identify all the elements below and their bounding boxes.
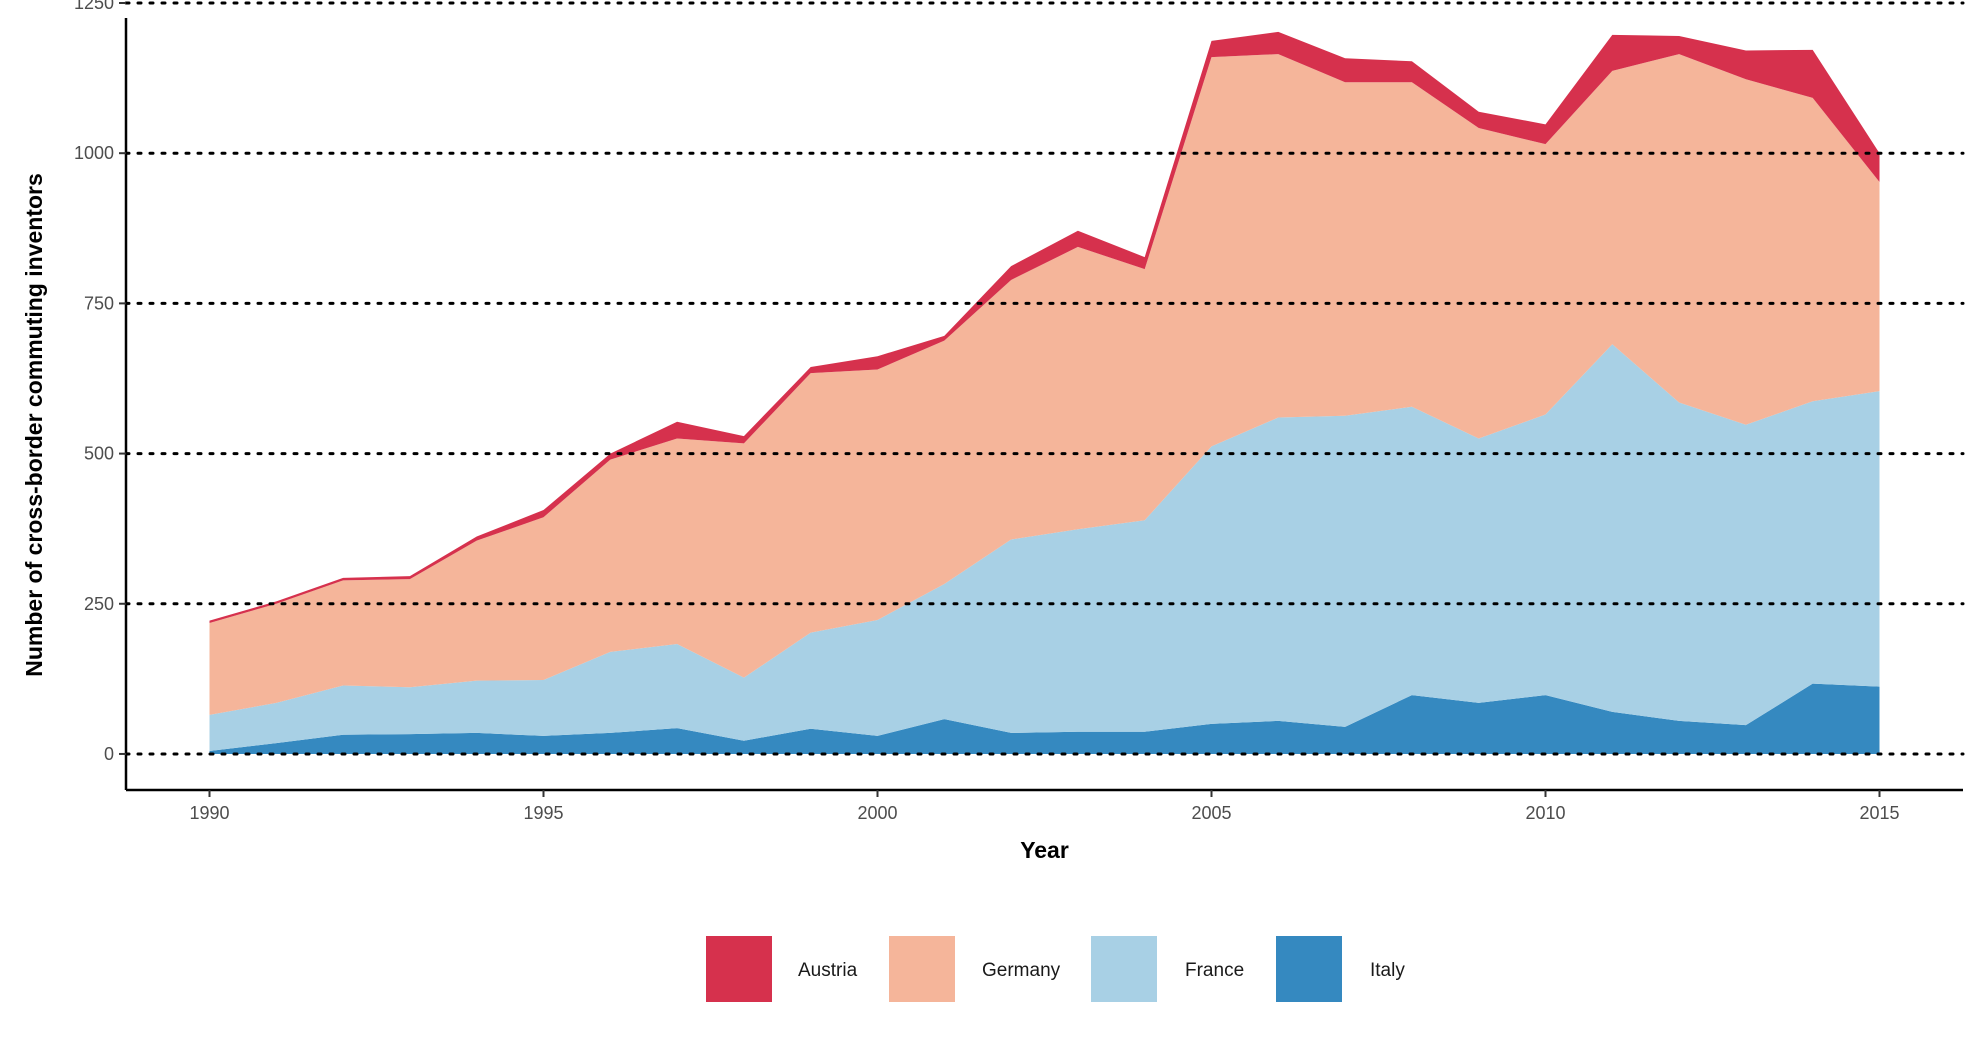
area-france [209,344,1880,751]
area-germany [209,54,1880,715]
x-tick-label: 2000 [857,803,897,823]
y-tick-label: 1000 [74,143,114,163]
legend-label-austria: Austria [798,960,858,981]
y-tick-label: 250 [84,594,114,614]
y-tick-label: 0 [104,744,114,764]
legend-key-italy [1274,934,1344,1004]
x-axis-title: Year [1020,837,1069,863]
legend-key-germany [887,934,957,1004]
x-tick-label: 1995 [523,803,563,823]
legend-key-austria [704,934,774,1004]
x-tick-label: 2015 [1859,803,1899,823]
legend-label-germany: Germany [982,960,1061,981]
legend-label-france: France [1185,960,1244,981]
legend: Austria Germany France Italy [704,934,1405,1004]
x-tick-label: 1990 [189,803,229,823]
x-tick-label: 2005 [1191,803,1231,823]
y-axis-title: Number of cross-border commuting invento… [21,173,47,677]
axes: 0 250 500 750 1000 1250 1990 1995 2000 2005 2010 20… [21,0,1963,863]
y-tick-label: 500 [84,444,114,464]
legend-label-italy: Italy [1370,960,1405,981]
areas [209,31,1880,754]
area-italy [209,683,1880,754]
y-tick-label: 1250 [74,0,114,13]
y-tick-label: 750 [84,293,114,313]
legend-key-france [1089,934,1159,1004]
x-tick-label: 2010 [1525,803,1565,823]
